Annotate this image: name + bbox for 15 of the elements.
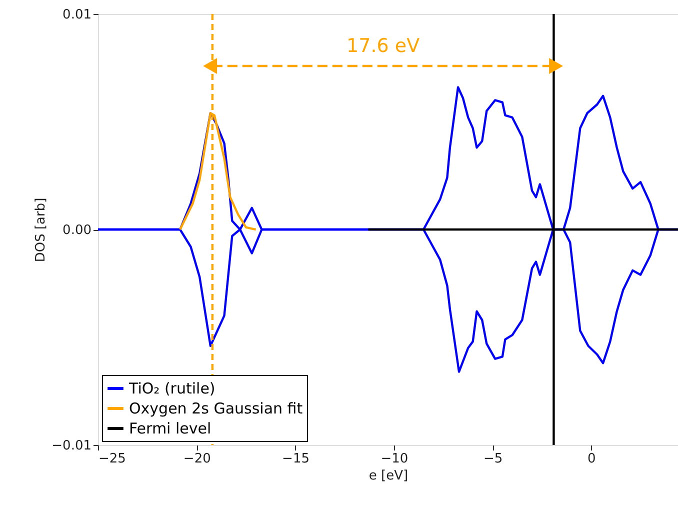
- x-tick-label: −5: [483, 452, 503, 466]
- legend-label: Fermi level: [129, 420, 212, 438]
- x-axis-title: e [eV]: [368, 468, 408, 484]
- x-tick-label: 0: [588, 452, 596, 466]
- x-tick-label: −25: [98, 452, 126, 466]
- legend-label: TiO₂ (rutile): [128, 380, 216, 398]
- annotation: 17.6 eV: [346, 35, 420, 57]
- x-tick-label: −10: [380, 452, 408, 466]
- y-axis-title: DOS [arb]: [34, 198, 49, 262]
- x-tick-label: −15: [282, 452, 310, 466]
- legend-label: Oxygen 2s Gaussian fit: [129, 400, 303, 418]
- y-tick-label: −0.01: [52, 438, 92, 454]
- y-tick-label: 0.00: [62, 223, 92, 238]
- x-tick-label: −20: [183, 452, 211, 466]
- y-tick-label: 0.01: [62, 8, 92, 22]
